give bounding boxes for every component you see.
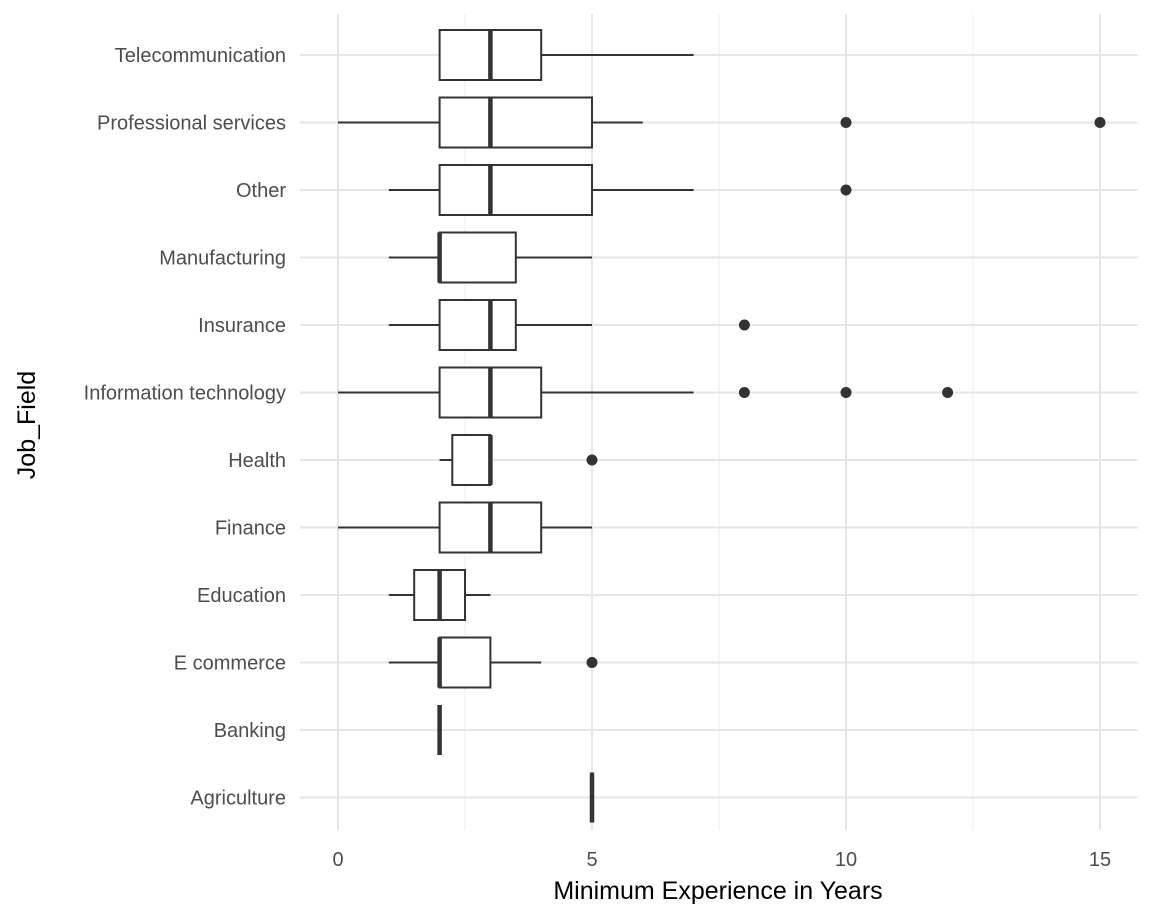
x-tick-label: 0 <box>332 849 343 871</box>
category-label: Insurance <box>198 315 286 337</box>
box-professional-services <box>338 96 1106 149</box>
box-finance <box>338 501 592 554</box>
box-other <box>388 164 852 216</box>
x-tick-labels: 0 5 10 15 <box>332 849 1111 871</box>
category-label: Finance <box>215 518 286 540</box>
x-tick-label: 10 <box>835 849 857 871</box>
outlier-point <box>840 117 852 128</box>
outlier-point <box>738 387 750 398</box>
category-label: Agriculture <box>190 788 286 810</box>
category-label: Information technology <box>84 383 286 405</box>
iqr-box <box>438 231 517 284</box>
category-label: Banking <box>214 720 286 742</box>
x-tick-label: 5 <box>586 849 597 871</box>
outlier-point <box>1094 117 1106 128</box>
category-label: E commerce <box>174 653 286 675</box>
category-label: Telecommunication <box>115 45 286 67</box>
outlier-point <box>586 454 598 466</box>
x-axis-title: Minimum Experience in Years <box>553 877 882 905</box>
outlier-point <box>738 319 750 331</box>
box-education <box>388 569 491 621</box>
iqr-box <box>438 96 593 149</box>
category-labels: Telecommunication Professional services Ot… <box>84 45 287 810</box>
category-label: Education <box>197 585 286 607</box>
box-manufacturing <box>388 231 592 284</box>
outlier-point <box>942 387 954 398</box>
iqr-box <box>438 164 593 216</box>
iqr-box <box>451 434 492 486</box>
category-label: Professional services <box>97 113 286 135</box>
x-tick-label: 15 <box>1089 849 1111 871</box>
box-e-commerce <box>388 636 598 689</box>
outlier-point <box>586 657 598 668</box>
box-health <box>439 434 598 486</box>
grid <box>300 14 1138 830</box>
y-axis-title: Job_Field <box>13 371 41 479</box>
category-label: Other <box>236 180 286 202</box>
category-label: Manufacturing <box>159 248 286 270</box>
boxes <box>338 29 1106 823</box>
iqr-box <box>438 636 492 689</box>
category-label: Health <box>228 450 286 472</box>
outlier-point <box>840 184 852 196</box>
box-insurance <box>388 299 750 351</box>
box-telecommunication <box>438 29 694 81</box>
box-information-technology <box>338 366 954 419</box>
iqr-box <box>438 299 517 351</box>
outlier-point <box>840 387 852 398</box>
